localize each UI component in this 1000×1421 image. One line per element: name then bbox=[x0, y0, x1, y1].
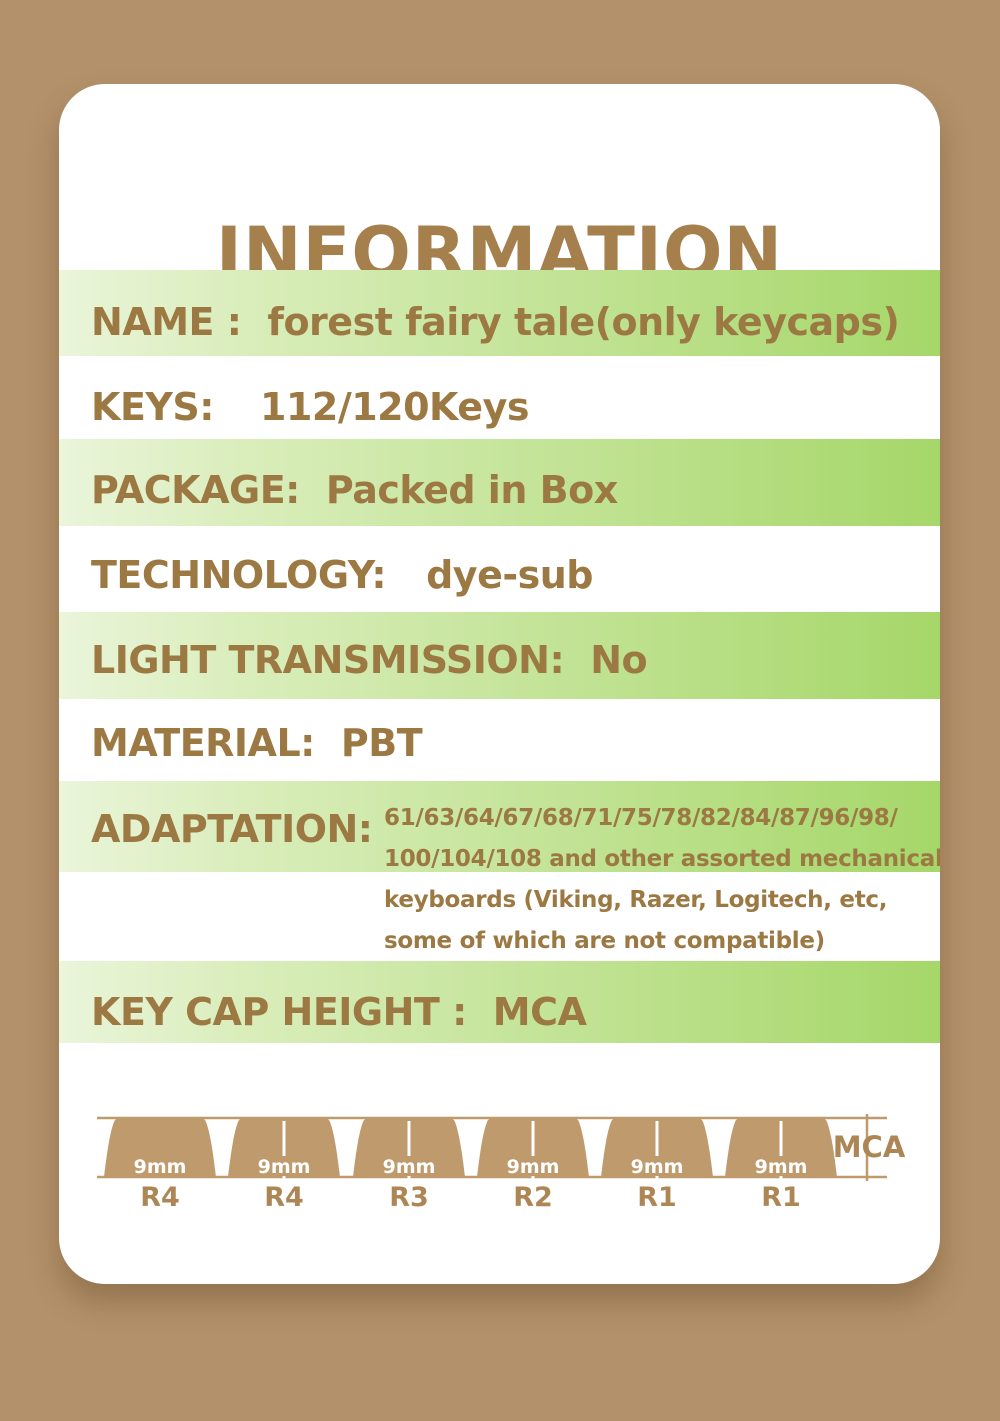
keycap-size-label: 9mm bbox=[631, 1156, 684, 1178]
keycap-silhouette-r4-b: 9mm bbox=[228, 1118, 340, 1193]
keycap-profile-diagram: 9mm R4 9mm R4 9mm R3 9mm R2 bbox=[97, 1114, 906, 1213]
keycap-silhouette-r4-a: 9mm bbox=[104, 1118, 216, 1178]
keycap-size-label: 9mm bbox=[258, 1156, 311, 1178]
keycap-row-label: R3 bbox=[389, 1182, 429, 1213]
row-name-value: forest fairy tale(only keycaps) bbox=[267, 300, 900, 344]
row-technology-label: TECHNOLOGY: bbox=[91, 553, 387, 597]
green-stripe-adaptation bbox=[59, 781, 940, 872]
row-technology: TECHNOLOGY: dye-sub bbox=[91, 551, 593, 599]
adaptation-line-2: 100/104/108 and other assorted mechanica… bbox=[384, 846, 940, 872]
keycap-row-label: R4 bbox=[140, 1182, 180, 1213]
row-material-value: PBT bbox=[340, 721, 423, 765]
row-light-transmission-value: No bbox=[590, 638, 648, 682]
keycap-silhouette-r2: 9mm bbox=[477, 1118, 589, 1193]
keycap-row-label: R2 bbox=[513, 1182, 553, 1213]
keycap-row-label: R1 bbox=[637, 1182, 677, 1213]
keycap-size-label: 9mm bbox=[383, 1156, 436, 1178]
row-keycap-height-label: KEY CAP HEIGHT : bbox=[91, 990, 467, 1034]
row-package: PACKAGE: Packed in Box bbox=[91, 466, 618, 514]
keycap-silhouette-r1-b: 9mm bbox=[725, 1118, 837, 1193]
keycap-row-label: R1 bbox=[761, 1182, 801, 1213]
row-light-transmission: LIGHT TRANSMISSION: No bbox=[91, 636, 648, 684]
green-stripe-keycap-height bbox=[59, 961, 940, 1043]
row-material-label: MATERIAL: bbox=[91, 721, 315, 765]
keycap-silhouette-r1-a: 9mm bbox=[601, 1118, 713, 1193]
row-technology-value: dye-sub bbox=[426, 553, 593, 597]
row-material: MATERIAL: PBT bbox=[91, 719, 423, 767]
adaptation-line-4: some of which are not compatible) bbox=[384, 928, 825, 954]
row-package-label: PACKAGE: bbox=[91, 468, 300, 512]
info-card: INFORMATION NAME : forest fairy tale(onl… bbox=[59, 84, 940, 1284]
row-adaptation: ADAPTATION: bbox=[91, 805, 373, 853]
keycap-size-label: 9mm bbox=[134, 1156, 187, 1178]
adaptation-line-1: 61/63/64/67/68/71/75/78/82/84/87/96/98/ bbox=[384, 805, 898, 831]
row-light-transmission-label: LIGHT TRANSMISSION: bbox=[91, 638, 565, 682]
keycap-silhouette-r3: 9mm bbox=[353, 1118, 465, 1193]
keycap-row-label: R4 bbox=[264, 1182, 304, 1213]
row-adaptation-label: ADAPTATION: bbox=[91, 807, 373, 851]
keycap-size-label: 9mm bbox=[507, 1156, 560, 1178]
profile-name-label: MCA bbox=[833, 1130, 906, 1164]
row-name-label: NAME : bbox=[91, 300, 242, 344]
keycap-shape bbox=[104, 1118, 216, 1177]
adaptation-line-3: keyboards (Viking, Razer, Logitech, etc, bbox=[384, 887, 888, 913]
adaptation-description: 61/63/64/67/68/71/75/78/82/84/87/96/98/ … bbox=[384, 798, 940, 962]
row-name: NAME : forest fairy tale(only keycaps) bbox=[91, 298, 900, 346]
row-keycap-height-value: MCA bbox=[492, 990, 587, 1034]
row-package-value: Packed in Box bbox=[325, 468, 618, 512]
row-keys: KEYS: 112/120Keys bbox=[91, 383, 529, 431]
row-keys-value: 112/120Keys bbox=[260, 385, 529, 429]
row-keys-label: KEYS: bbox=[91, 385, 215, 429]
keycap-size-label: 9mm bbox=[755, 1156, 808, 1178]
green-stripe-light-transmission bbox=[59, 612, 940, 699]
row-keycap-height: KEY CAP HEIGHT : MCA bbox=[91, 988, 587, 1036]
green-stripe-name bbox=[59, 270, 940, 356]
green-stripe-package bbox=[59, 439, 940, 526]
